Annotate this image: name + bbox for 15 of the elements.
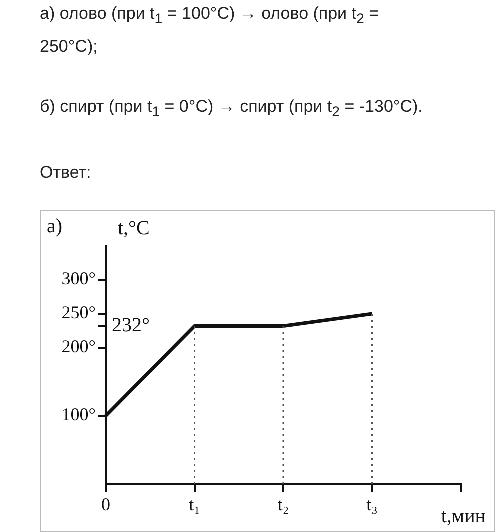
y-tick-label: 100° <box>62 404 96 425</box>
y-axis-title: t,°C <box>118 217 150 240</box>
x-axis-title: t,мин <box>441 505 486 528</box>
y-tick-label: 250° <box>62 302 96 323</box>
x-tick-label: 0 <box>102 494 110 515</box>
text: а) олово (при t$_{1}$ = 100°C) → олово (при t$_{2}$ = 250°C); <box>40 4 380 56</box>
y-tick-label: 300° <box>62 268 96 289</box>
y-tick-label: 200° <box>62 336 96 357</box>
x-tick-label: t₁ <box>189 494 200 515</box>
text: Ответ: <box>40 162 92 184</box>
x-tick-label: t₂ <box>278 494 290 515</box>
x-tick-label: t₃ <box>366 494 378 515</box>
text: б) спирт (при t$_{1}$ = 0°C) → спирт (при t$_{2}$ = -130°C). <box>40 96 424 123</box>
text: а) <box>47 215 63 238</box>
annotation: 232° <box>112 314 150 336</box>
